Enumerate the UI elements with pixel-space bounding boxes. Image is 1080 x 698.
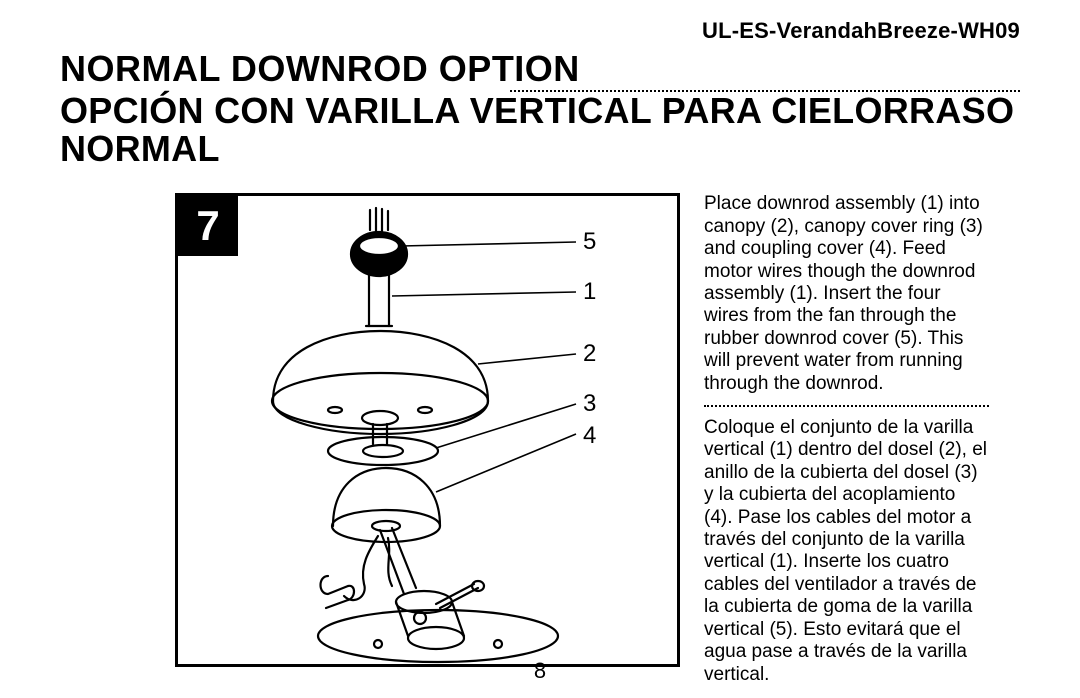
instructions-english: Place downrod assembly (1) into canopy (… <box>704 193 989 395</box>
title-english: NORMAL DOWNROD OPTION <box>60 50 1020 88</box>
callout-1: 1 <box>583 278 596 306</box>
title-dot-leader <box>510 90 1020 92</box>
assembly-diagram <box>178 196 677 664</box>
callout-3: 3 <box>583 390 596 418</box>
model-number: UL-ES-VerandahBreeze-WH09 <box>60 18 1020 44</box>
figure-box: 7 <box>175 193 680 667</box>
page-number: 8 <box>0 658 1080 684</box>
title-spanish: OPCIÓN CON VARILLA VERTICAL PARA CIELORR… <box>60 92 1020 168</box>
language-divider <box>704 405 989 407</box>
instruction-column: Place downrod assembly (1) into canopy (… <box>704 193 989 686</box>
step-number-badge: 7 <box>178 196 238 256</box>
instructions-spanish: Coloque el conjunto de la varilla vertic… <box>704 417 989 686</box>
callout-4: 4 <box>583 422 596 450</box>
callout-2: 2 <box>583 340 596 368</box>
callout-5: 5 <box>583 228 596 256</box>
page: UL-ES-VerandahBreeze-WH09 NORMAL DOWNROD… <box>0 0 1080 698</box>
content-row: 7 <box>60 193 1020 686</box>
